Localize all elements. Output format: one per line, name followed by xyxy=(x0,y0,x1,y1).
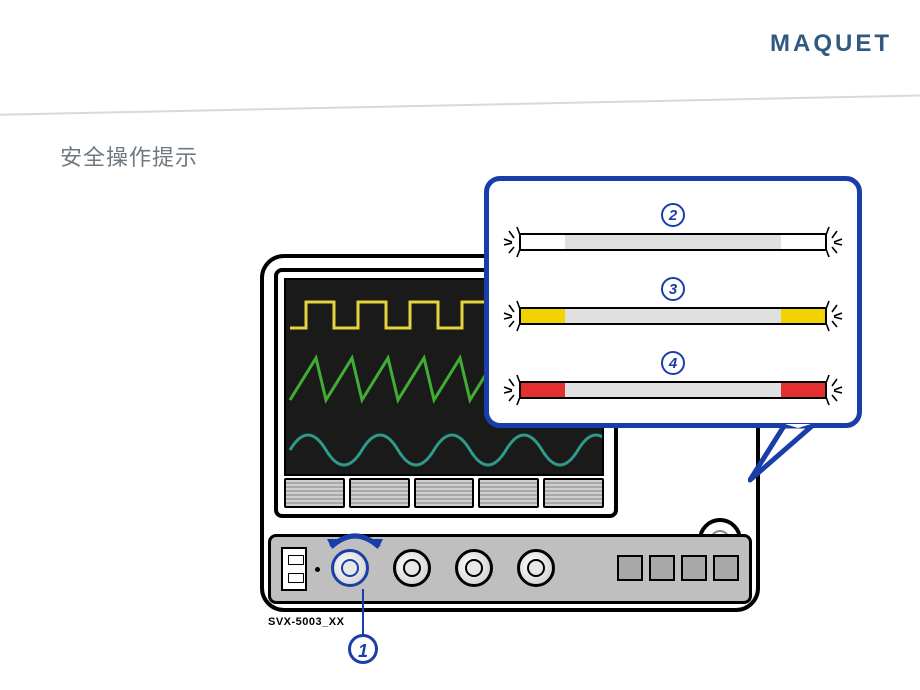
port-box xyxy=(281,547,307,591)
device-diagram: SVX-5003_XX 2 xyxy=(260,176,880,676)
badge-2: 2 xyxy=(661,203,685,227)
alarm-bar xyxy=(519,233,827,251)
alarm-bar-group: 3 xyxy=(507,279,839,325)
lower-panel xyxy=(268,534,752,604)
touch-button[interactable] xyxy=(284,478,345,508)
alarm-bar-group: 4 xyxy=(507,353,839,399)
badge-4: 4 xyxy=(661,351,685,375)
control-knob[interactable] xyxy=(393,549,431,587)
callout-content: 2 xyxy=(489,181,857,423)
device-model-label: SVX-5003_XX xyxy=(268,616,344,628)
alarm-bar xyxy=(519,381,827,399)
bar-end-left xyxy=(521,309,565,323)
bar-end-left xyxy=(521,383,565,397)
control-knob[interactable] xyxy=(455,549,493,587)
callout-tail-icon xyxy=(748,420,828,490)
touch-button[interactable] xyxy=(349,478,410,508)
bar-end-right xyxy=(781,235,825,249)
leader-line-1 xyxy=(362,589,364,635)
touch-button[interactable] xyxy=(543,478,604,508)
control-knob[interactable] xyxy=(517,549,555,587)
touch-button-row xyxy=(284,478,604,508)
bar-end-left xyxy=(521,235,565,249)
indicator-dot xyxy=(315,567,320,572)
alarm-bar xyxy=(519,307,827,325)
square-button[interactable] xyxy=(713,555,739,581)
square-button-row xyxy=(617,555,739,581)
bar-end-right xyxy=(781,309,825,323)
touch-button[interactable] xyxy=(478,478,539,508)
square-button[interactable] xyxy=(681,555,707,581)
control-knob-1[interactable] xyxy=(331,549,369,587)
square-button[interactable] xyxy=(649,555,675,581)
badge-1: 1 xyxy=(348,634,378,664)
square-button[interactable] xyxy=(617,555,643,581)
header-divider xyxy=(0,93,920,117)
brand-logo: MAQUET xyxy=(770,30,892,58)
bar-end-right xyxy=(781,383,825,397)
page-title: 安全操作提示 xyxy=(60,140,198,172)
touch-button[interactable] xyxy=(414,478,475,508)
badge-3: 3 xyxy=(661,277,685,301)
knob-row xyxy=(331,549,555,587)
alarm-bar-group: 2 xyxy=(507,205,839,251)
callout-bubble: 2 xyxy=(484,176,862,428)
